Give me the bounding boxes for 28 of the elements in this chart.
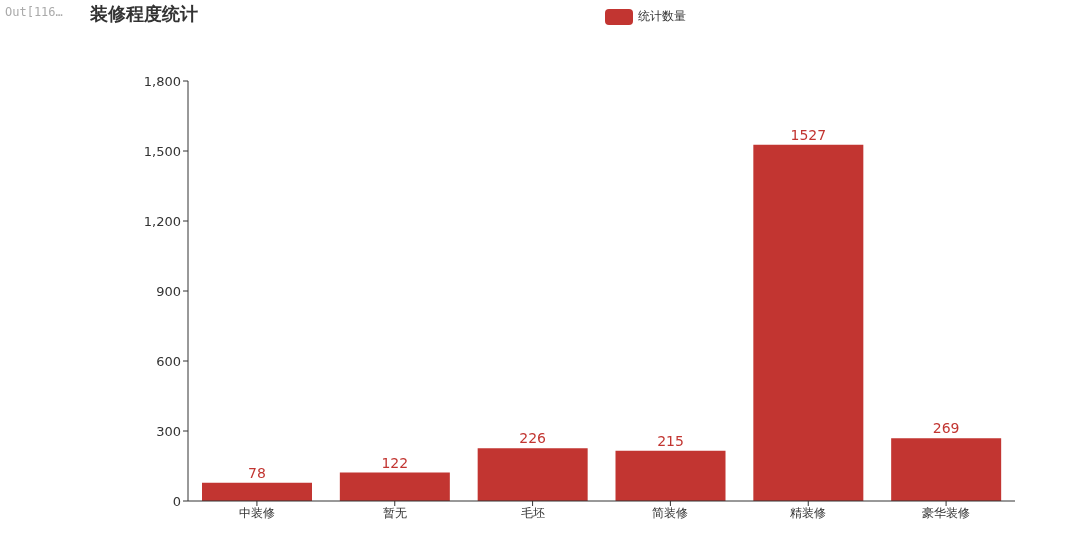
x-tick-label: 简装修 bbox=[652, 505, 689, 520]
bar bbox=[753, 144, 864, 501]
x-tick-label: 中装修 bbox=[238, 505, 275, 520]
y-tick-label: 900 bbox=[156, 283, 181, 299]
data-label: 78 bbox=[248, 464, 266, 481]
y-tick-label: 600 bbox=[156, 353, 181, 369]
data-label: 226 bbox=[519, 430, 547, 447]
y-tick-label: 1,800 bbox=[143, 73, 181, 89]
x-tick-label: 暂无 bbox=[382, 505, 407, 520]
y-tick-label: 300 bbox=[156, 423, 181, 439]
data-label: 1527 bbox=[790, 126, 827, 143]
y-tick-label: 0 bbox=[172, 493, 181, 509]
data-label: 269 bbox=[932, 420, 960, 437]
bar bbox=[615, 450, 726, 501]
text: Out[116… bbox=[5, 5, 63, 19]
bar bbox=[477, 448, 588, 501]
bar bbox=[339, 472, 450, 501]
y-tick-label: 1,200 bbox=[143, 213, 181, 229]
bar bbox=[202, 482, 312, 501]
legend-label: 统计数量 bbox=[637, 8, 686, 25]
bar bbox=[891, 438, 1002, 501]
data-label: 215 bbox=[657, 432, 684, 449]
x-tick-label: 精装修 bbox=[790, 505, 827, 520]
data-label: 122 bbox=[381, 454, 409, 471]
chart-title: 装修程度统计 bbox=[90, 2, 198, 26]
x-tick-label: 豪华装修 bbox=[922, 505, 971, 520]
x-tick-label: 毛坯 bbox=[520, 505, 545, 520]
y-tick-label: 1,500 bbox=[143, 143, 181, 159]
